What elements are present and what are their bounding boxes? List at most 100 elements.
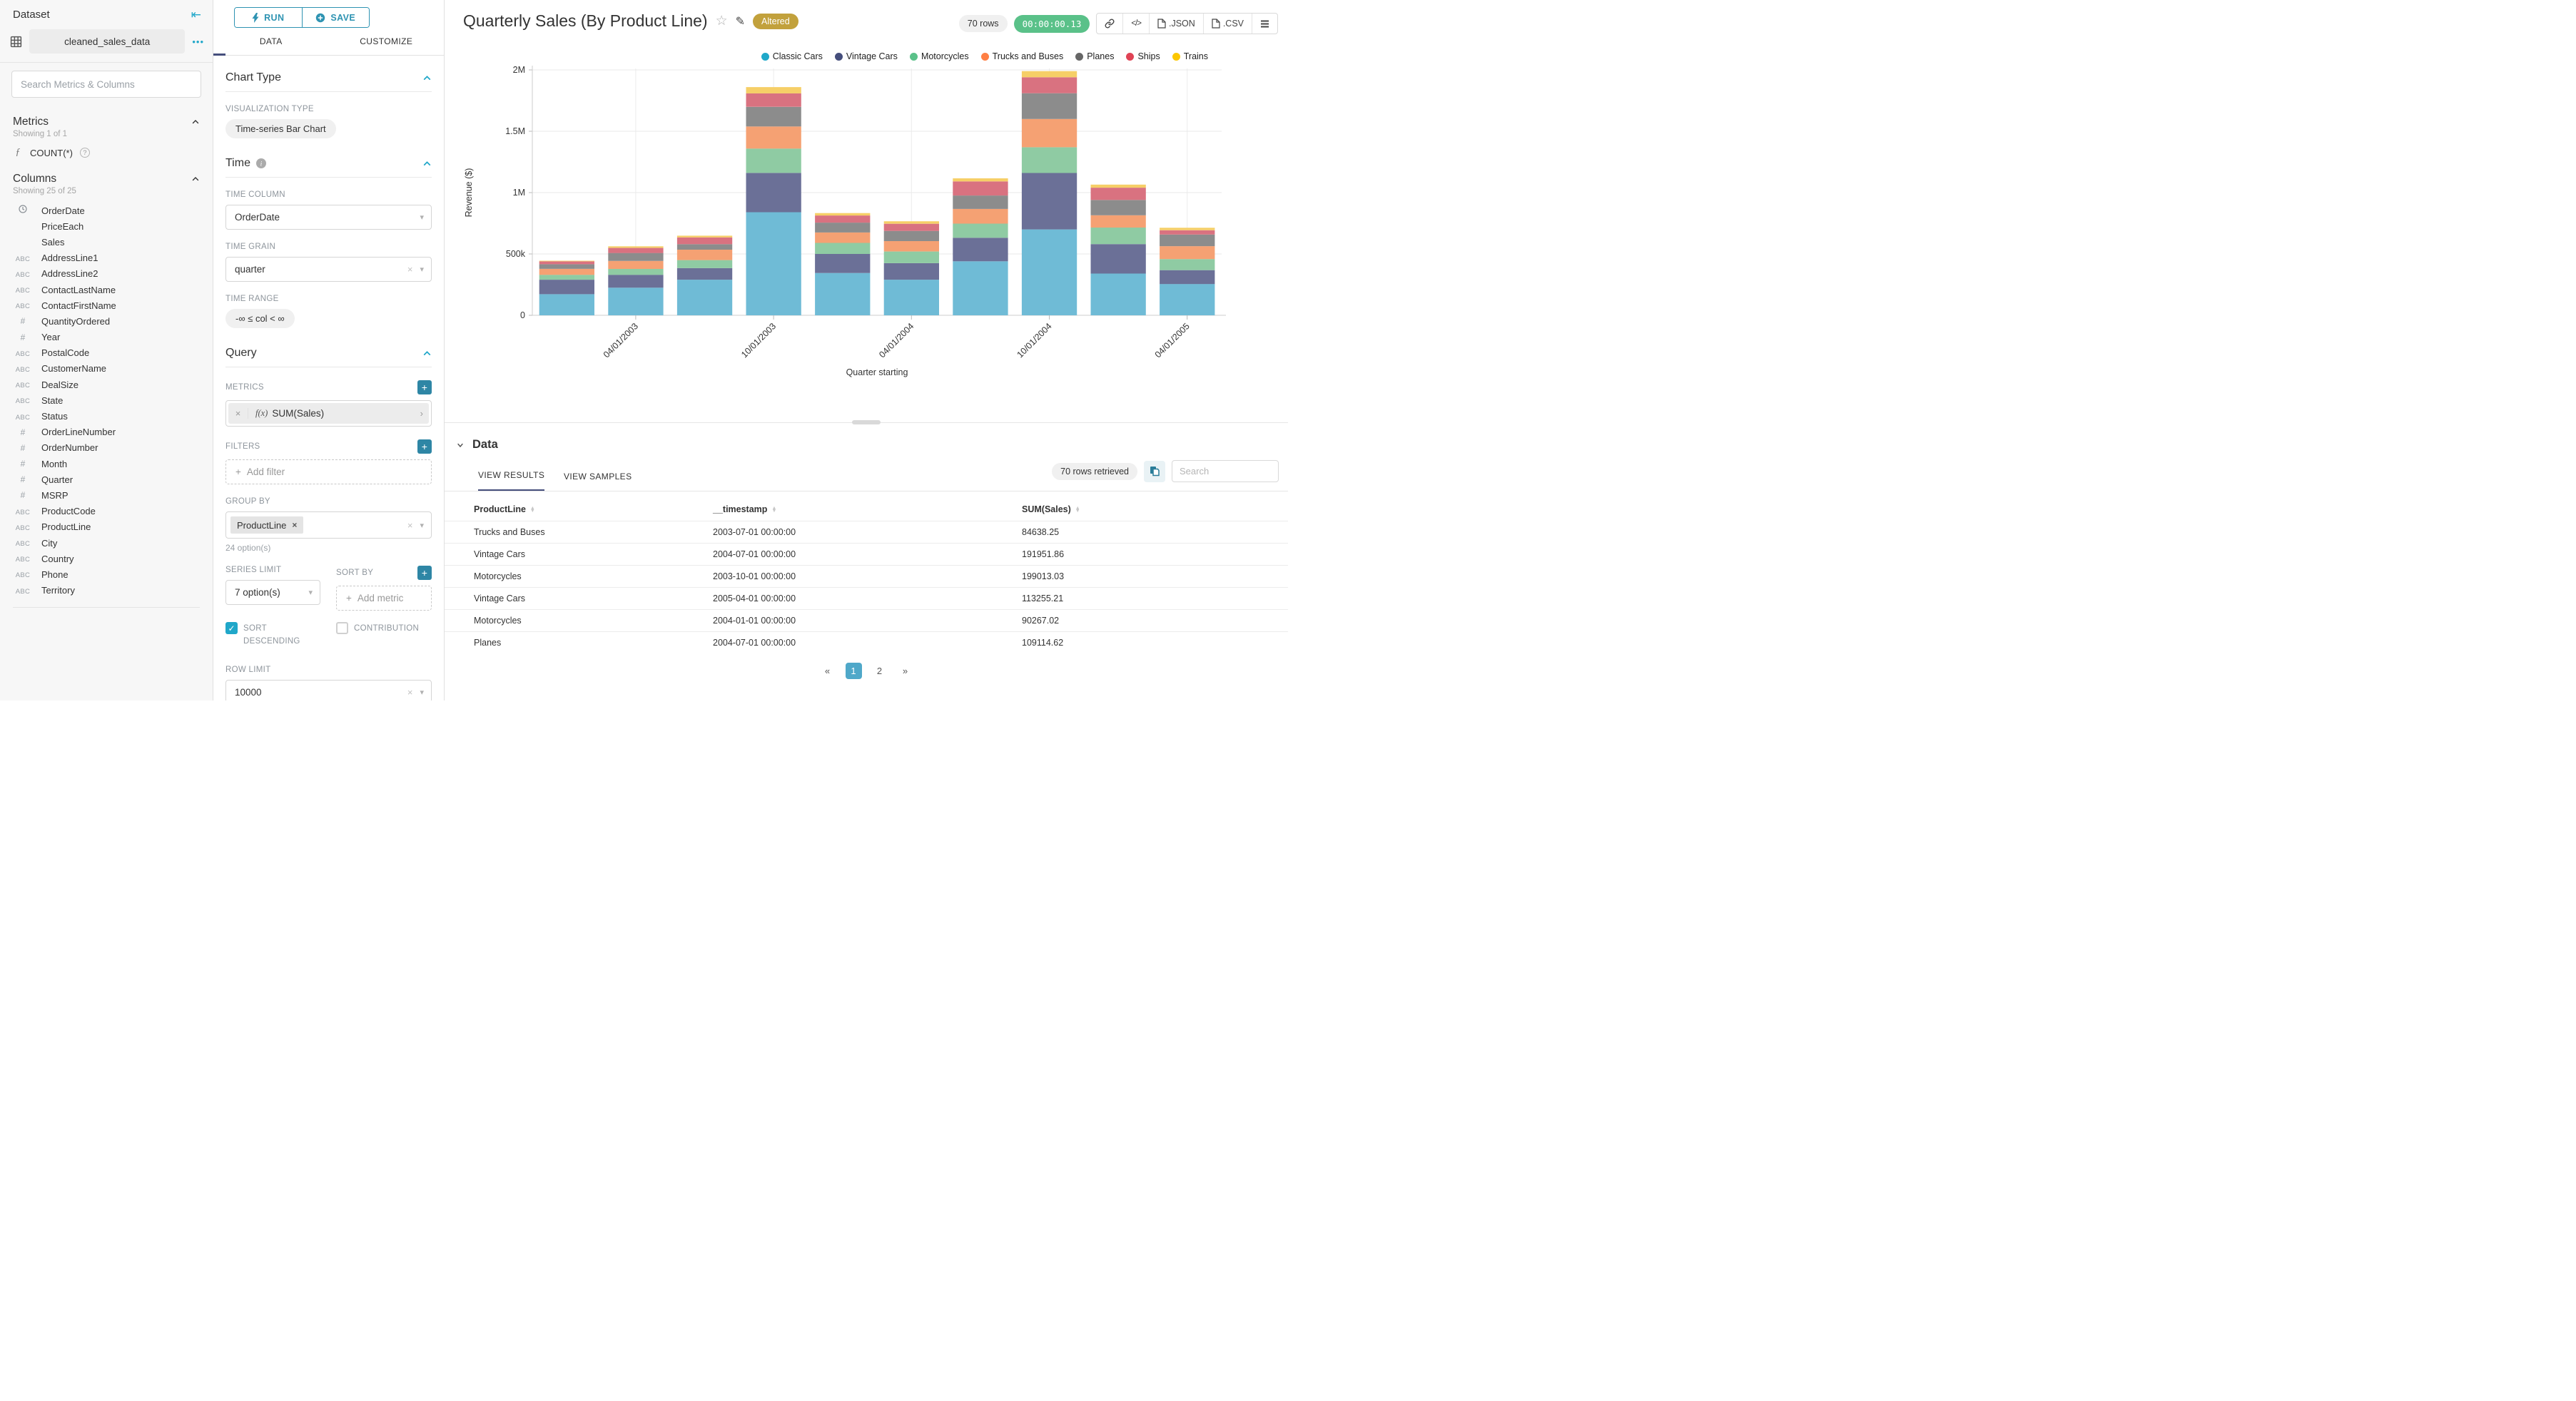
altered-badge[interactable]: Altered: [753, 13, 798, 29]
legend-item[interactable]: Motorcycles: [909, 51, 969, 61]
tab-view-results[interactable]: VIEW RESULTS: [478, 470, 545, 491]
table-row[interactable]: Vintage Cars 2005-04-01 00:00:00 113255.21: [445, 587, 1288, 610]
copy-data-button[interactable]: [1144, 460, 1165, 482]
stacked-bar-chart[interactable]: 0 500k 1M 1.5M 2M 04/01/2003 10/01/2003 04/01/2…: [445, 61, 1288, 418]
column-item[interactable]: # OrderLineNumber: [0, 424, 213, 440]
tab-view-samples[interactable]: VIEW SAMPLES: [564, 472, 632, 482]
legend-item[interactable]: Planes: [1075, 51, 1114, 61]
metric-pill[interactable]: × f(x) SUM(Sales) ›: [228, 403, 429, 424]
sort-carets-icon[interactable]: ▲ ▼: [529, 505, 535, 514]
table-row[interactable]: Motorcycles 2004-01-01 00:00:00 90267.02: [445, 609, 1288, 632]
table-row[interactable]: Trucks and Buses 2003-07-01 00:00:00 84638…: [445, 521, 1288, 544]
chevron-up-icon[interactable]: [422, 159, 432, 168]
help-icon[interactable]: ?: [79, 148, 90, 158]
clear-icon[interactable]: ×: [407, 686, 413, 698]
resize-handle[interactable]: [852, 420, 881, 424]
column-item[interactable]: # OrderNumber: [0, 440, 213, 456]
legend-item[interactable]: Trains: [1172, 51, 1208, 61]
chevron-up-icon[interactable]: [191, 175, 200, 183]
chevron-up-icon[interactable]: [422, 349, 432, 358]
table-column-header[interactable]: __timestamp ▲ ▼: [713, 504, 777, 514]
legend-item[interactable]: Vintage Cars: [834, 51, 898, 61]
column-item[interactable]: ABC CustomerName: [0, 361, 213, 377]
table-column-header[interactable]: SUM(Sales) ▲ ▼: [1022, 504, 1080, 514]
add-sort-metric-button[interactable]: +: [417, 566, 432, 580]
tab-data[interactable]: DATA: [213, 36, 329, 56]
column-item[interactable]: ABC ProductCode: [0, 504, 213, 519]
sort-descending-checkbox[interactable]: ✓: [225, 622, 238, 634]
column-item[interactable]: ABC PostalCode: [0, 345, 213, 361]
contribution-checkbox[interactable]: [336, 622, 348, 634]
time-column-select[interactable]: OrderDate ▾: [225, 205, 432, 230]
favorite-star-icon[interactable]: ☆: [715, 14, 728, 29]
edit-title-icon[interactable]: ✎: [735, 15, 746, 28]
sort-carets-icon[interactable]: ▲ ▼: [771, 505, 777, 514]
save-button[interactable]: SAVE: [301, 8, 369, 27]
column-item[interactable]: ABC ProductLine: [0, 519, 213, 535]
legend-item[interactable]: Classic Cars: [761, 51, 823, 61]
export-csv-button[interactable]: .CSV: [1202, 14, 1252, 34]
pagination-prev[interactable]: «: [824, 666, 831, 676]
metric-item[interactable]: ƒ COUNT(*) ?: [0, 143, 213, 163]
legend-item[interactable]: Ships: [1126, 51, 1160, 61]
menu-button[interactable]: [1252, 14, 1277, 34]
run-button[interactable]: RUN: [235, 8, 302, 27]
column-item[interactable]: OrderDate: [0, 203, 213, 218]
copy-link-button[interactable]: [1097, 14, 1122, 34]
table-row[interactable]: Vintage Cars 2004-07-01 00:00:00 191951.86: [445, 543, 1288, 566]
column-item[interactable]: # Year: [0, 330, 213, 345]
sidebar-search[interactable]: [11, 71, 201, 98]
tab-customize[interactable]: CUSTOMIZE: [360, 36, 413, 46]
table-row[interactable]: Motorcycles 2003-10-01 00:00:00 199013.03: [445, 565, 1288, 588]
time-grain-select[interactable]: quarter × ▾: [225, 257, 432, 282]
export-json-button[interactable]: .JSON: [1149, 14, 1203, 34]
legend-item[interactable]: Trucks and Buses: [980, 51, 1063, 61]
column-item[interactable]: ABC DealSize: [0, 377, 213, 392]
collapse-data-icon[interactable]: [456, 441, 465, 449]
column-item[interactable]: ABC State: [0, 392, 213, 408]
clear-icon[interactable]: ×: [407, 519, 413, 531]
pagination-page[interactable]: 2: [876, 666, 883, 676]
column-item[interactable]: ABC City: [0, 535, 213, 551]
add-sort-metric-dropzone[interactable]: + Add metric: [336, 586, 432, 611]
sort-carets-icon[interactable]: ▲ ▼: [1075, 505, 1080, 514]
collapse-panel-icon[interactable]: ⇤: [191, 8, 201, 21]
pagination-page[interactable]: 1: [845, 663, 862, 679]
column-item[interactable]: ABC ContactLastName: [0, 282, 213, 297]
column-item[interactable]: Sales: [0, 234, 213, 250]
group-by-select[interactable]: ProductLine × × ▾: [225, 511, 432, 539]
column-item[interactable]: ABC AddressLine2: [0, 266, 213, 282]
column-item[interactable]: ABC ContactFirstName: [0, 297, 213, 313]
column-item[interactable]: # QuantityOrdered: [0, 313, 213, 329]
series-limit-select[interactable]: 7 option(s) ▾: [225, 580, 320, 605]
add-filter-dropzone[interactable]: + Add filter: [225, 459, 432, 484]
row-limit-select[interactable]: 10000 × ▾: [225, 679, 432, 700]
column-item[interactable]: # Month: [0, 456, 213, 472]
pagination-next[interactable]: »: [902, 666, 908, 676]
column-item[interactable]: # Quarter: [0, 472, 213, 487]
column-item[interactable]: ABC Phone: [0, 566, 213, 582]
viz-type-pill[interactable]: Time-series Bar Chart: [225, 119, 336, 138]
time-range-pill[interactable]: -∞ ≤ col < ∞: [225, 309, 295, 328]
embed-code-button[interactable]: </>: [1122, 14, 1149, 34]
remove-chip-icon[interactable]: ×: [292, 520, 298, 530]
results-search-input[interactable]: [1172, 460, 1279, 482]
chevron-up-icon[interactable]: [422, 73, 432, 83]
expand-metric-icon[interactable]: ›: [420, 408, 423, 419]
column-item[interactable]: ABC Status: [0, 408, 213, 424]
add-filter-button[interactable]: +: [417, 439, 432, 454]
group-by-chip[interactable]: ProductLine ×: [230, 516, 304, 534]
clear-icon[interactable]: ×: [407, 264, 413, 275]
column-item[interactable]: PriceEach: [0, 218, 213, 234]
dataset-name[interactable]: cleaned_sales_data: [29, 29, 186, 54]
column-item[interactable]: ABC AddressLine1: [0, 250, 213, 266]
table-row[interactable]: Planes 2004-07-01 00:00:00 109114.62: [445, 631, 1288, 653]
table-column-header[interactable]: ProductLine ▲ ▼: [474, 504, 535, 514]
column-item[interactable]: ABC Territory: [0, 583, 213, 598]
column-item[interactable]: ABC Country: [0, 551, 213, 566]
dataset-options-icon[interactable]: •••: [192, 36, 204, 47]
chevron-up-icon[interactable]: [191, 118, 200, 126]
column-item[interactable]: # MSRP: [0, 487, 213, 503]
remove-metric-icon[interactable]: ×: [228, 408, 248, 419]
sidebar-search-input[interactable]: [21, 78, 192, 90]
